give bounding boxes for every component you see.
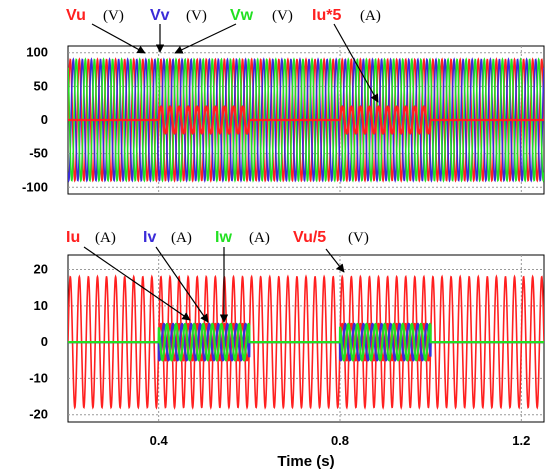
legend-iw-unit: (A) [249,230,270,246]
x-tick-label: 0.4 [150,433,169,448]
current-y-tick-label: 0 [41,334,48,349]
legend-iu5-name: Iu*5 [312,7,341,24]
arrow-iu [83,246,191,321]
legend-vv-unit: (V) [186,8,207,24]
current-y-tick-label: -10 [29,370,48,385]
x-axis-ticks: 0.4 0.8 1.2 [150,433,531,448]
voltage-panel: 100 50 0 -50 -100 [22,45,545,195]
current-legend: Iu (A) Iv (A) Iw (A) Vu/5 (V) [66,229,369,323]
arrow-iu5 [333,23,379,103]
legend-iv-unit: (A) [171,230,192,246]
current-y-tick-label: -20 [29,407,48,422]
arrow-vw [174,23,237,54]
legend-vu5-unit: (V) [348,230,369,246]
voltage-y-tick-label: -50 [29,146,48,161]
current-y-tick-label: 20 [34,262,48,277]
x-axis-label: Time (s) [277,453,334,470]
legend-iu5-unit: (A) [360,8,381,24]
current-y-ticks: 20 10 0 -10 -20 [29,262,48,422]
legend-iw-name: Iw [215,229,232,246]
voltage-y-tick-label: 100 [26,45,48,60]
current-series-vu-5 [68,274,544,410]
x-tick-label: 1.2 [512,433,530,448]
current-panel: 20 10 0 -10 -20 [29,254,545,423]
legend-vu-unit: (V) [103,8,124,24]
arrow-vu5 [325,248,345,273]
legend-vu-name: Vu [66,7,86,24]
voltage-legend: Vu (V) Vv (V) Vw (V) Iu*5 (A) [66,7,381,103]
voltage-series-vw [68,57,544,183]
legend-vw-unit: (V) [272,8,293,24]
legend-vv-name: Vv [150,7,170,24]
arrow-iv [155,246,209,323]
current-y-tick-label: 10 [34,298,48,313]
current-traces [68,274,544,410]
voltage-y-tick-label: 0 [41,112,48,127]
voltage-y-tick-label: 50 [34,78,48,93]
voltage-y-ticks: 100 50 0 -50 -100 [22,45,48,195]
legend-iu-unit: (A) [95,230,116,246]
current-series-iw [68,322,544,362]
x-tick-label: 0.8 [331,433,349,448]
legend-iu-name: Iu [66,229,80,246]
legend-vw-name: Vw [230,7,254,24]
legend-iv-name: Iv [143,229,156,246]
voltage-traces [68,57,544,183]
arrow-vu [91,23,146,54]
voltage-y-tick-label: -100 [22,179,48,194]
voltage-series-vu [68,57,544,183]
voltage-series-iu-5 [68,105,544,135]
legend-vu5-name: Vu/5 [293,229,326,246]
